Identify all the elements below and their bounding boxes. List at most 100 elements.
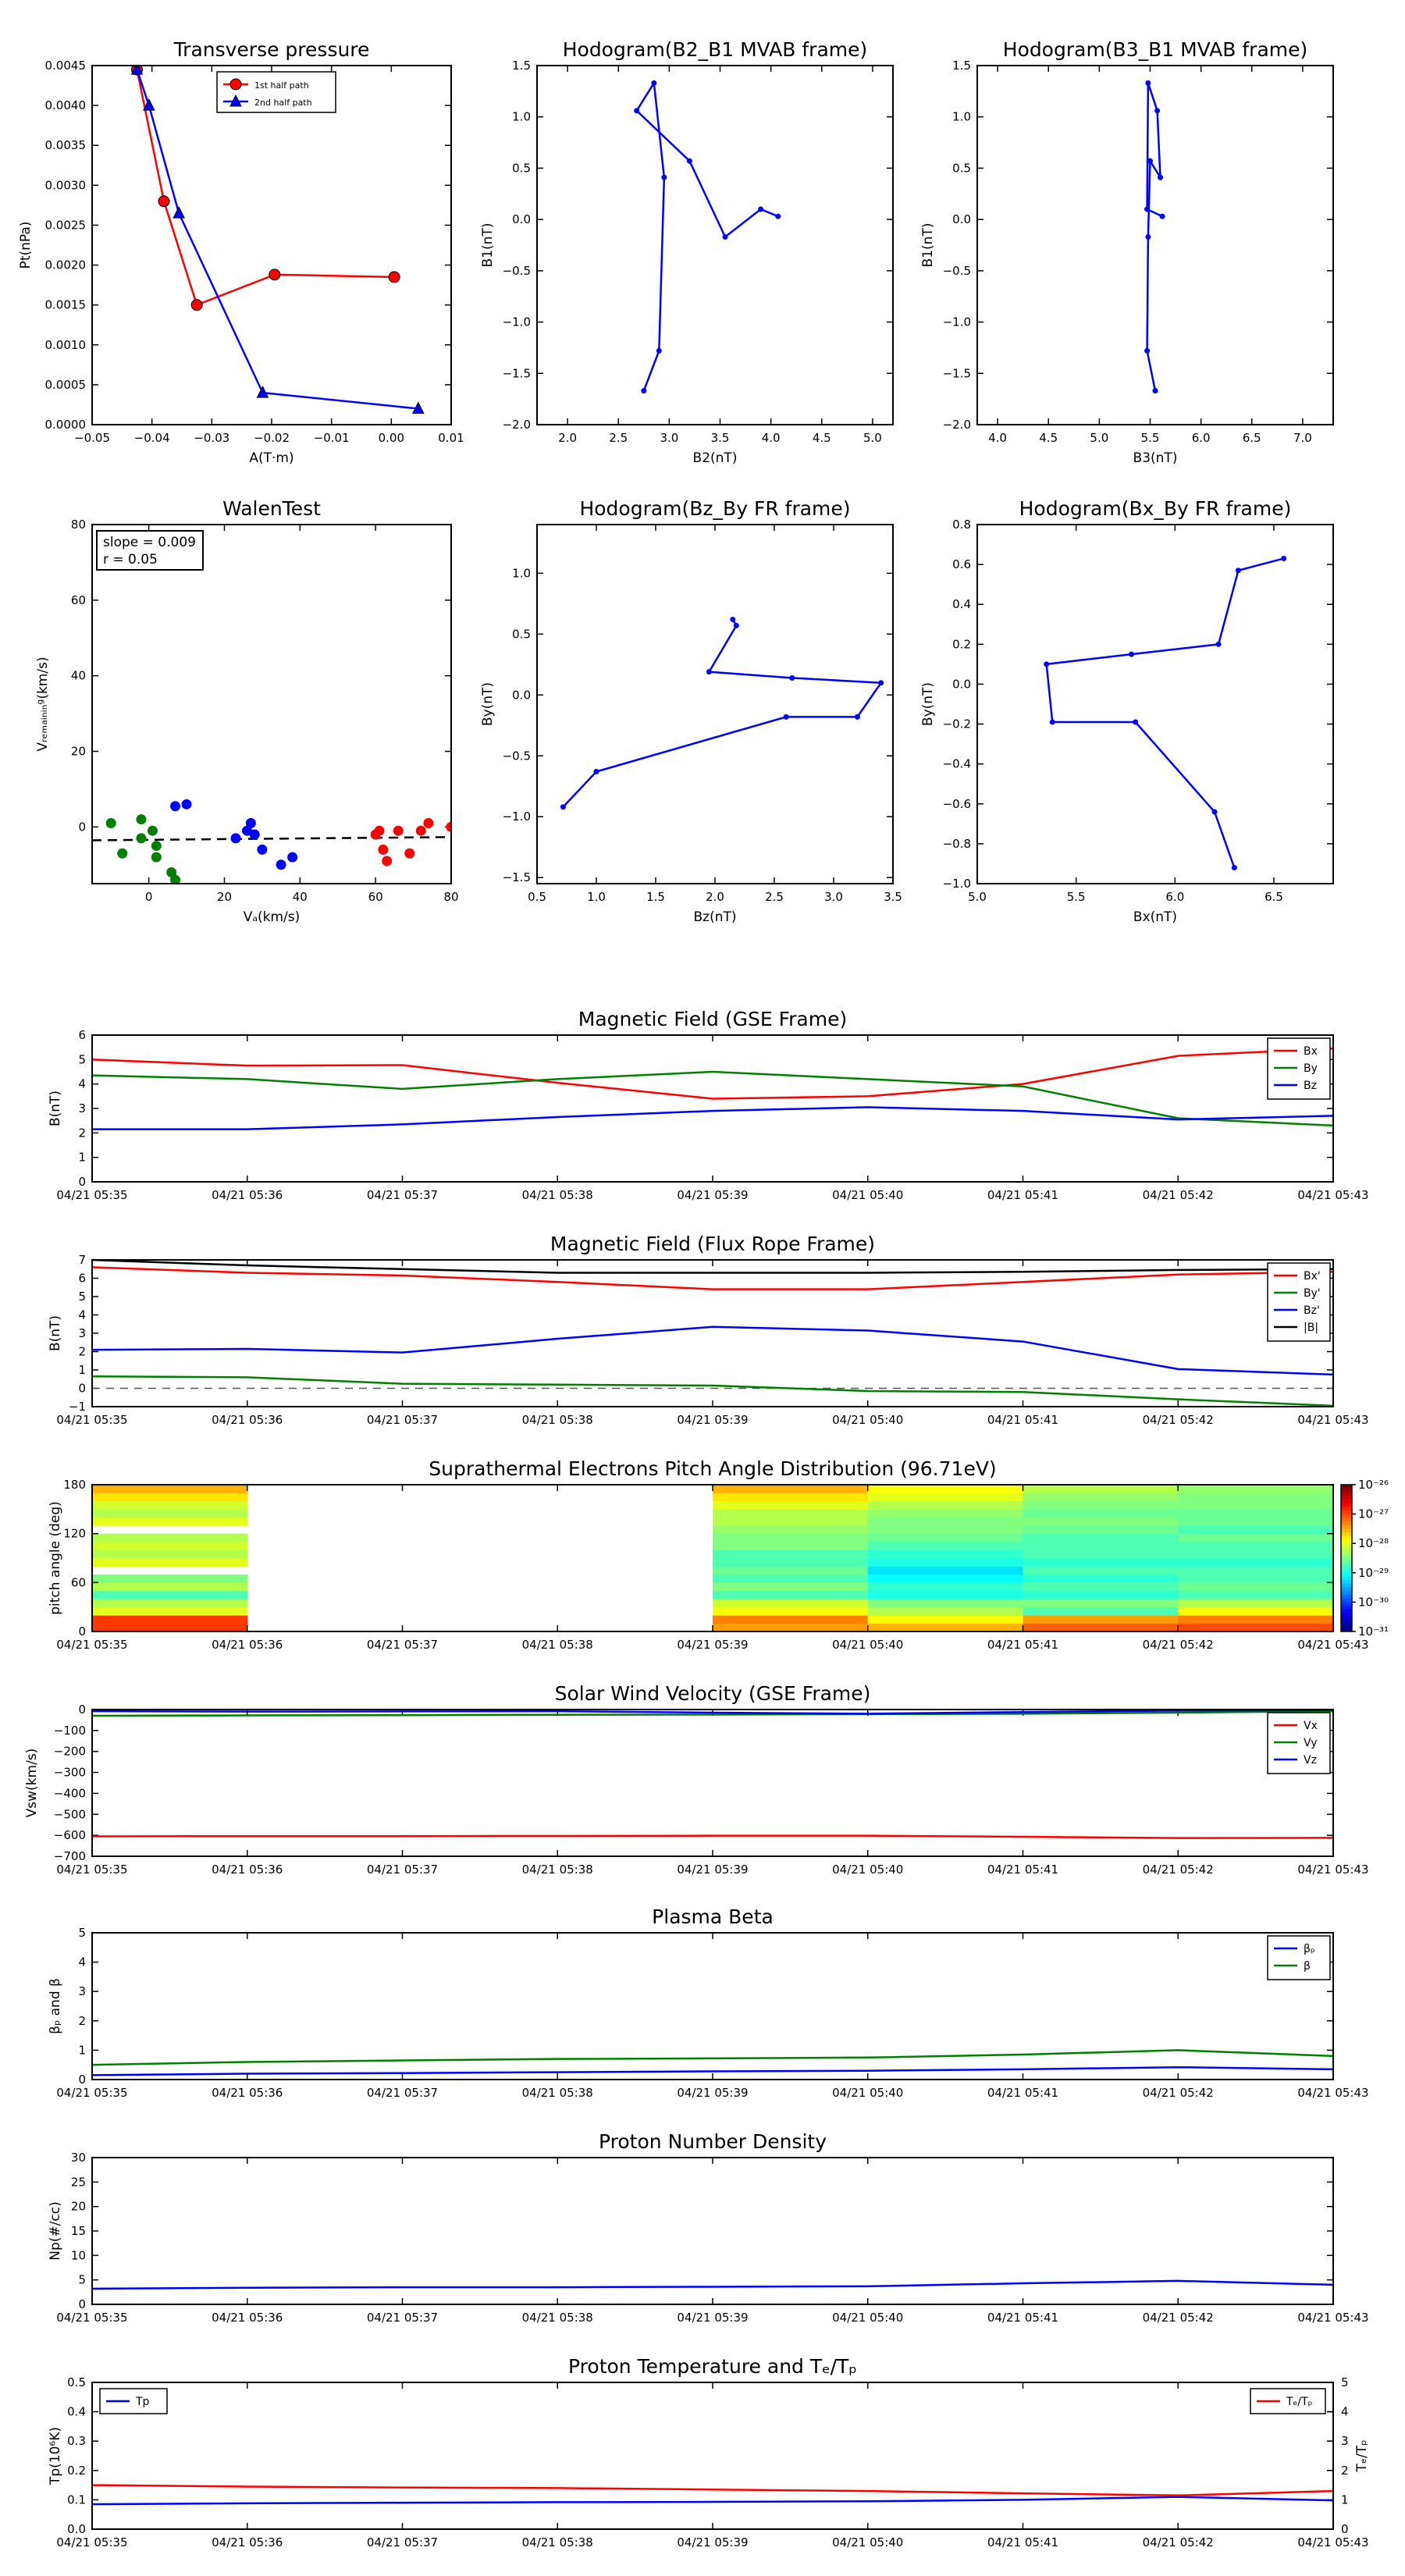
- heatmap-cell: [1178, 1500, 1334, 1510]
- data-point: [730, 617, 736, 623]
- colorbar-tick-label: 10⁻²⁹: [1358, 1566, 1389, 1580]
- data-point: [722, 233, 728, 240]
- y-tick-label: 0.0: [512, 212, 531, 226]
- colorbar-segment: [1341, 1628, 1352, 1632]
- series-line: [91, 2279, 1334, 2290]
- heatmap-cell: [92, 1493, 248, 1502]
- scatter-point: [257, 844, 268, 855]
- panel-hodogram-bx-by: Hodogram(Bx_By FR frame) 5.0 5.5 6.0 6.5 −1.0…: [920, 497, 1333, 925]
- legend-label: 1st half path: [254, 80, 309, 91]
- x-tick-label: 04/21 05:36: [212, 1863, 283, 1877]
- x-tick-label: 04/21 05:38: [522, 1863, 593, 1877]
- legend: 1st half path 2nd half path: [216, 71, 336, 113]
- scatter-point: [245, 818, 256, 829]
- heatmap-cell: [867, 1582, 1023, 1592]
- data-point: [1129, 651, 1135, 657]
- heatmap-cell: [867, 1517, 1023, 1526]
- data-point: [706, 669, 712, 675]
- colorbar-segment: [1341, 1620, 1352, 1625]
- x-tick-label: 2.5: [609, 431, 628, 445]
- x-tick-label: 20: [217, 890, 232, 904]
- colorbar-segment: [1341, 1510, 1352, 1515]
- y-tick-label: 0.0: [67, 2522, 86, 2536]
- x-tick-label: 04/21 05:40: [832, 1413, 903, 1427]
- data-point: [1145, 233, 1151, 240]
- y-tick-label: −500: [54, 1807, 86, 1821]
- plot-frame: [976, 524, 1334, 884]
- heatmap-cell: [92, 1606, 248, 1616]
- plot-frame: [536, 524, 894, 884]
- x-axis-label: B2(nT): [693, 450, 738, 466]
- panel-pad: Suprathermal Electrons Pitch Angle Distr…: [48, 1457, 1389, 1652]
- x-tick-label: 04/21 05:40: [832, 2086, 903, 2100]
- plot-area: [92, 2158, 1333, 2304]
- scatter-point: [249, 829, 260, 840]
- x-tick-label: 0.5: [528, 890, 546, 904]
- y-tick-label: 0.2: [952, 637, 971, 651]
- chart-title: Suprathermal Electrons Pitch Angle Distr…: [429, 1457, 996, 1480]
- plot-content: [1044, 555, 1287, 871]
- y-tick-label: 25: [71, 2175, 86, 2189]
- colorbar-segment: [1341, 1595, 1352, 1599]
- chart-title: Proton Number Density: [599, 2130, 827, 2153]
- x-tick-label: 04/21 05:39: [677, 2311, 748, 2325]
- y-tick-label: −1.5: [503, 366, 531, 380]
- colorbar-tick-label: 10⁻³¹: [1358, 1624, 1389, 1638]
- scatter-point: [374, 825, 385, 836]
- heatmap-cell: [867, 1574, 1023, 1583]
- x-tick-label: 6.5: [1243, 431, 1261, 445]
- x-tick-label: 04/21 05:35: [56, 1413, 127, 1427]
- heatmap-cell: [867, 1533, 1023, 1542]
- colorbar-segment: [1341, 1514, 1352, 1518]
- heatmap-cell: [713, 1599, 869, 1608]
- x-tick-label: 3.5: [711, 431, 730, 445]
- data-point: [388, 271, 400, 283]
- x-tick-label: −0.02: [254, 431, 290, 445]
- heatmap-cell: [713, 1558, 869, 1567]
- colorbar-segment: [1341, 1602, 1352, 1606]
- x-tick-label: 6.5: [1264, 890, 1283, 904]
- y-tick-label: 0.0045: [45, 59, 87, 73]
- colorbar-segment: [1341, 1624, 1352, 1628]
- heatmap-cell: [867, 1623, 1023, 1632]
- y-tick-label: 0: [78, 1703, 86, 1717]
- heatmap-cell: [713, 1590, 869, 1599]
- x-tick-label: 04/21 05:41: [987, 2311, 1058, 2325]
- heatmap-cell: [1178, 1606, 1334, 1616]
- panel-proton-temp: Proton Temperature and Tₑ/Tₚ 0.0 0.1 0.2 0.3…: [48, 2355, 1370, 2549]
- heatmap-cell: [867, 1485, 1023, 1493]
- plot-frame: [91, 2382, 1334, 2530]
- x-axis-label: Bz(nT): [693, 909, 736, 925]
- colorbar-segment: [1341, 1485, 1352, 1489]
- heatmap-cell: [92, 1550, 248, 1559]
- data-point: [878, 680, 884, 686]
- plot-frame: [536, 65, 894, 425]
- y-tick-label: 7: [78, 1253, 86, 1267]
- legend-frame: [1267, 1712, 1331, 1774]
- colorbar-segment: [1341, 1580, 1352, 1585]
- series-line: [91, 1266, 1334, 1290]
- chart-title: WalenTest: [222, 497, 321, 520]
- panel-walen-test: WalenTest 0 20 40 60 80 0 20 40 60 80 Vₐ(km/s) Vᵣₑₘₐ…: [35, 497, 459, 925]
- x-tick-label: 04/21 05:41: [987, 2086, 1058, 2100]
- y-tick-label: −1.5: [943, 366, 971, 380]
- colorbar-segment: [1341, 1546, 1352, 1552]
- annotation-frame: [96, 530, 204, 571]
- y-tick-label: −0.8: [943, 837, 971, 851]
- heatmap-cell: [1178, 1485, 1334, 1493]
- colorbar-segment: [1341, 1613, 1352, 1617]
- x-tick-label: 04/21 05:37: [367, 1188, 438, 1202]
- series-line: [91, 1710, 1334, 1717]
- heatmap-cell: [713, 1525, 869, 1535]
- scatter-point: [393, 825, 404, 836]
- heatmap-cell: [92, 1623, 248, 1632]
- heatmap-cell: [713, 1550, 869, 1559]
- y-tick-label: −1: [69, 1400, 86, 1414]
- heatmap-cell: [713, 1574, 869, 1583]
- heatmap-cell: [92, 1509, 248, 1518]
- data-point: [1049, 719, 1055, 725]
- x-tick-label: 04/21 05:42: [1143, 1863, 1214, 1877]
- series-line: [91, 1375, 1334, 1407]
- colorbar-segment: [1341, 1576, 1352, 1581]
- legend-frame: [1267, 1935, 1331, 1980]
